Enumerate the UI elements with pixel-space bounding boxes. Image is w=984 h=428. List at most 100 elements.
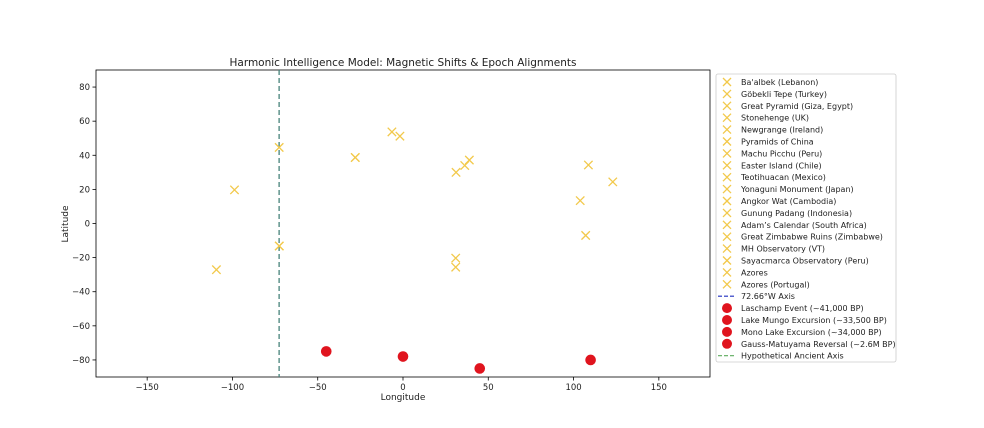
plot-area: −150 −100 −50 0 50 100 150 −80 −60 −40 −20 0 20 40 60 8… (72, 69, 711, 393)
legend-site-marker (722, 148, 732, 158)
legend-site-marker (722, 113, 732, 123)
x-axis-label: Longitude (381, 393, 426, 403)
y-tick-label: 0 (85, 220, 90, 230)
legend-label: Newgrange (Ireland) (741, 126, 823, 135)
legend-site-marker (722, 137, 732, 146)
legend-site-marker (722, 172, 732, 182)
site-marker-13-stroke-b (451, 253, 461, 263)
legend-site-marker-stroke-b (722, 113, 732, 123)
legend-label: Teotihuacan (Mexico) (740, 173, 826, 182)
site-marker-8 (229, 185, 240, 195)
site-marker-15-stroke-b (274, 241, 284, 251)
legend-label: Yonaguni Monument (Japan) (740, 185, 854, 194)
site-marker-5-stroke-b (583, 160, 594, 170)
legend-label: Azores (Portugal) (741, 280, 810, 289)
legend-site-marker (722, 125, 732, 135)
legend: Ba'albek (Lebanon) Göbekli Tepe (Turkey) G… (715, 73, 897, 363)
site-marker-11-stroke-b (581, 230, 591, 241)
legend-site-marker (722, 267, 732, 277)
x-tick-label: 50 (483, 383, 494, 393)
legend-site-marker (722, 184, 732, 194)
site-marker-7 (211, 265, 222, 275)
legend-label: Pyramids of China (741, 138, 814, 147)
legend-label: Great Zimbabwe Ruins (Zimbabwe) (741, 233, 883, 242)
site-marker-4 (387, 127, 397, 137)
legend-label: Angkor Wat (Cambodia) (741, 197, 836, 206)
legend-site-marker (722, 160, 732, 170)
legend-label: Great Pyramid (Giza, Egypt) (741, 102, 853, 111)
legend-site-marker-stroke-b (722, 125, 732, 135)
y-tick-label: −20 (72, 254, 90, 264)
legend-label: Gauss-Matuyama Reversal (~2.6M BP) (741, 340, 896, 349)
legend-site-marker (722, 244, 732, 254)
event-marker-0 (320, 346, 332, 357)
site-marker-8-stroke-b (229, 185, 240, 195)
site-marker-9-stroke-b (608, 177, 618, 187)
site-marker-12-stroke-b (451, 262, 461, 272)
legend-site-marker (722, 256, 732, 265)
legend-event-marker (722, 326, 732, 337)
x-tick-label: −100 (221, 383, 244, 393)
legend-label: Gunung Padang (Indonesia) (741, 209, 852, 218)
site-marker-14-stroke-b (274, 142, 284, 153)
legend-label: Easter Island (Chile) (741, 161, 822, 170)
x-tick-label: 150 (651, 383, 667, 393)
event-marker-1 (397, 351, 409, 362)
legend-label: Sayacmarca Observatory (Peru) (741, 257, 869, 266)
site-marker-13 (451, 253, 461, 263)
y-tick-label: −40 (72, 288, 90, 298)
legend-site-marker-stroke-b (722, 208, 732, 218)
legend-event-marker (722, 303, 732, 314)
site-marker-1-stroke-b (464, 155, 475, 165)
legend-label: Stonehenge (UK) (741, 114, 809, 123)
site-marker-5 (583, 160, 594, 170)
legend-label: MH Observatory (VT) (741, 245, 825, 254)
plot-frame (95, 69, 711, 378)
site-marker-4-stroke-b (387, 127, 397, 137)
x-tick-label: −50 (309, 383, 327, 393)
legend-site-marker-stroke-b (722, 89, 732, 99)
legend-site-marker-stroke-b (722, 232, 732, 242)
legend-site-marker-stroke-b (722, 160, 732, 170)
legend-label: 72.66°W Axis (741, 292, 795, 301)
site-marker-15 (274, 241, 284, 251)
legend-event-marker (722, 315, 732, 325)
site-marker-3-stroke-b (395, 131, 405, 141)
site-marker-3 (395, 131, 405, 141)
site-marker-11 (581, 230, 591, 241)
x-tick-label: 0 (400, 383, 405, 393)
legend-site-marker (722, 101, 732, 111)
legend-label: Göbekli Tepe (Turkey) (741, 90, 827, 99)
site-marker-1 (464, 155, 475, 165)
site-marker-12 (451, 262, 461, 272)
legend-site-marker (722, 77, 732, 87)
x-tick-label: 100 (565, 383, 581, 393)
y-tick-label: 40 (79, 151, 90, 161)
legend-site-marker-stroke-b (722, 101, 732, 111)
site-marker-9 (608, 177, 618, 187)
legend-label: Lake Mungo Excursion (~33,500 BP) (741, 316, 887, 325)
legend-label: Azores (741, 268, 768, 277)
site-marker-10 (575, 195, 585, 206)
legend-site-marker-stroke-b (722, 244, 732, 254)
legend-label: Machu Picchu (Peru) (741, 149, 822, 158)
legend-site-marker-stroke-b (722, 196, 732, 206)
chart-title: Harmonic Intelligence Model: Magnetic Sh… (229, 57, 576, 69)
legend-event-marker (722, 338, 732, 349)
legend-site-marker-stroke-b (722, 148, 732, 158)
event-marker-2 (474, 363, 486, 374)
legend-label: Adam’s Calendar (South Africa) (741, 221, 867, 230)
site-marker-2 (451, 167, 461, 177)
legend-site-marker-stroke-b (722, 137, 732, 146)
legend-site-marker-stroke-b (722, 172, 732, 182)
site-marker-2-stroke-b (451, 167, 461, 177)
y-tick-label: 80 (79, 83, 90, 93)
legend-site-marker (722, 220, 732, 230)
y-axis-label: Latitude (61, 205, 71, 243)
site-marker-17 (350, 152, 360, 163)
legend-site-marker-stroke-b (722, 267, 732, 277)
y-tick-label: 20 (79, 185, 90, 195)
site-marker-10-stroke-b (575, 195, 585, 206)
legend-site-marker (722, 279, 732, 289)
